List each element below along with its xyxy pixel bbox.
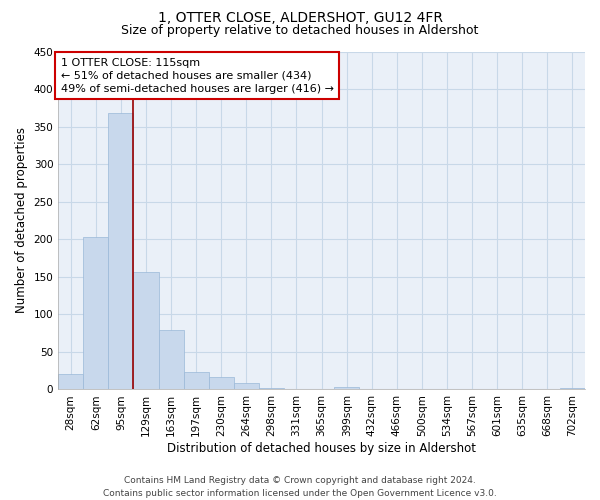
Bar	[58, 374, 83, 390]
Bar	[209, 378, 234, 390]
Bar	[184, 372, 209, 390]
X-axis label: Distribution of detached houses by size in Aldershot: Distribution of detached houses by size …	[167, 442, 476, 455]
Bar	[560, 388, 585, 390]
Bar	[158, 330, 184, 390]
Text: Contains HM Land Registry data © Crown copyright and database right 2024.
Contai: Contains HM Land Registry data © Crown c…	[103, 476, 497, 498]
Text: 1, OTTER CLOSE, ALDERSHOT, GU12 4FR: 1, OTTER CLOSE, ALDERSHOT, GU12 4FR	[157, 11, 443, 25]
Bar	[109, 113, 133, 390]
Y-axis label: Number of detached properties: Number of detached properties	[15, 128, 28, 314]
Bar	[83, 237, 109, 390]
Bar	[334, 387, 359, 390]
Text: Size of property relative to detached houses in Aldershot: Size of property relative to detached ho…	[121, 24, 479, 37]
Text: 1 OTTER CLOSE: 115sqm
← 51% of detached houses are smaller (434)
49% of semi-det: 1 OTTER CLOSE: 115sqm ← 51% of detached …	[61, 58, 334, 94]
Bar	[234, 384, 259, 390]
Bar	[133, 272, 158, 390]
Bar	[259, 388, 284, 390]
